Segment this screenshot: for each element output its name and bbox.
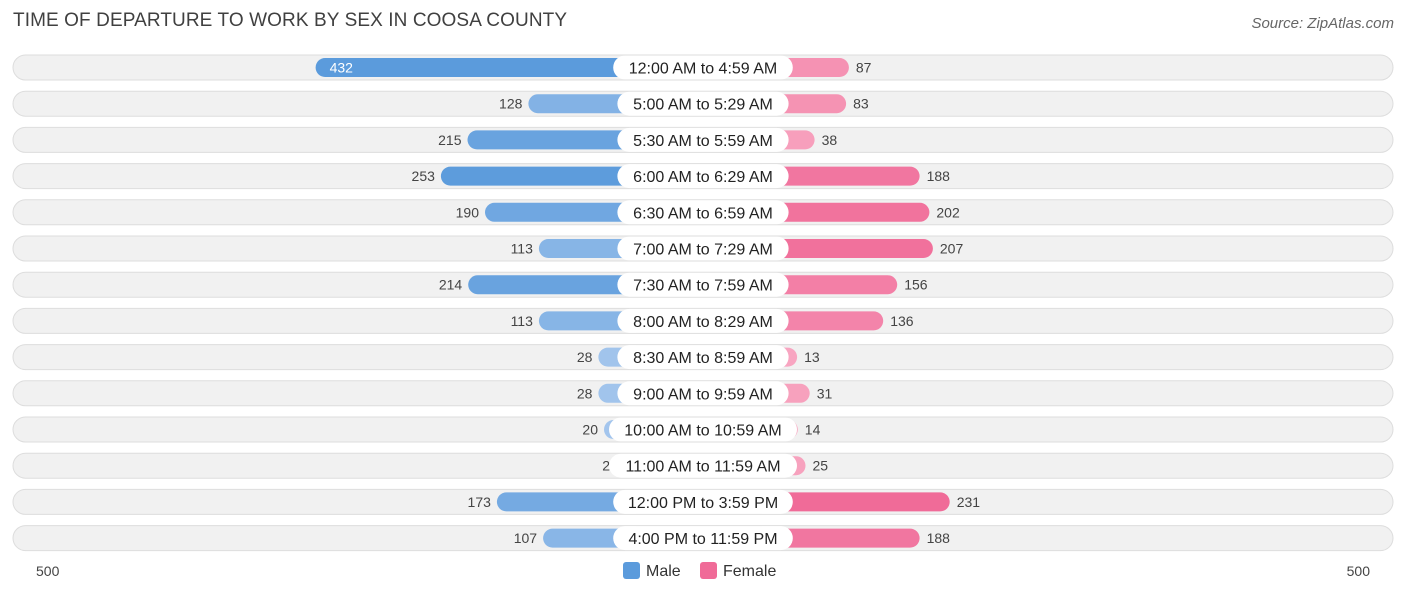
category-pill — [617, 164, 789, 189]
chart-row: 253 188 6:00 AM to 6:29 AM — [12, 163, 1394, 190]
category-label: 9:00 AM to 9:59 AM — [633, 386, 773, 403]
category-pill — [617, 308, 789, 333]
value-label-male: 113 — [511, 313, 534, 329]
legend-male-swatch — [623, 562, 640, 579]
category-pill — [617, 200, 789, 225]
category-pill — [609, 417, 797, 442]
value-label-male: 215 — [438, 132, 462, 148]
source-label: Source: ZipAtlas.com — [1251, 15, 1394, 32]
value-label-male: 214 — [439, 277, 463, 293]
bar-male — [315, 58, 703, 77]
category-label: 7:00 AM to 7:29 AM — [633, 242, 773, 259]
category-label: 10:00 AM to 10:59 AM — [624, 423, 781, 440]
value-label-male: 107 — [514, 530, 538, 546]
legend-female-swatch — [700, 562, 717, 579]
value-label-female: 156 — [904, 277, 928, 293]
category-pill — [617, 345, 789, 370]
category-label: 8:30 AM to 8:59 AM — [633, 350, 773, 367]
value-label-male: 128 — [499, 96, 523, 112]
category-label: 12:00 PM to 3:59 PM — [628, 495, 778, 512]
category-label: 8:00 AM to 8:29 AM — [633, 314, 773, 331]
category-pill — [617, 381, 789, 406]
chart-row: 28 31 9:00 AM to 9:59 AM — [12, 380, 1394, 407]
value-label-female: 25 — [813, 458, 829, 474]
category-pill — [613, 526, 793, 551]
value-label-female: 13 — [804, 349, 820, 365]
category-label: 12:00 AM to 4:59 AM — [629, 61, 778, 78]
value-label-female: 87 — [856, 60, 872, 76]
value-label-female: 136 — [890, 313, 914, 329]
chart-title: TIME OF DEPARTURE TO WORK BY SEX IN COOS… — [13, 10, 568, 31]
axis-right-label: 500 — [1347, 563, 1371, 579]
value-label-male: 28 — [577, 385, 593, 401]
chart-row: 190 202 6:30 AM to 6:59 AM — [12, 199, 1394, 226]
legend-male-label: Male — [646, 563, 681, 580]
chart-row: 107 188 4:00 PM to 11:59 PM — [12, 525, 1394, 552]
chart-row: 113 136 8:00 AM to 8:29 AM — [12, 307, 1394, 334]
category-pill — [613, 489, 793, 514]
category-pill — [617, 272, 789, 297]
value-label-male: 20 — [582, 422, 598, 438]
category-pill — [613, 55, 793, 80]
legend: Male Female — [623, 562, 776, 580]
chart-row: 215 38 5:30 AM to 5:59 AM — [12, 126, 1394, 153]
value-label-female: 38 — [822, 132, 838, 148]
category-pill — [609, 453, 797, 478]
value-label-male: 28 — [577, 349, 593, 365]
value-label-female: 31 — [817, 385, 833, 401]
category-pill — [617, 91, 789, 116]
chart-row: 128 83 5:00 AM to 5:29 AM — [12, 90, 1394, 117]
category-label: 11:00 AM to 11:59 AM — [625, 459, 780, 476]
category-label: 6:30 AM to 6:59 AM — [633, 205, 773, 222]
value-label-female: 207 — [940, 241, 964, 257]
value-label-female: 14 — [805, 422, 821, 438]
chart-row: 432 87 12:00 AM to 4:59 AM — [12, 54, 1394, 81]
category-label: 4:00 PM to 11:59 PM — [628, 531, 777, 548]
value-label-male: 113 — [511, 241, 534, 257]
value-label-female: 231 — [957, 494, 981, 510]
chart-row: 214 156 7:30 AM to 7:59 AM — [12, 271, 1394, 298]
category-label: 6:00 AM to 6:29 AM — [633, 169, 773, 186]
category-pill — [617, 127, 789, 152]
chart-row: 2 25 11:00 AM to 11:59 AM — [12, 452, 1394, 479]
legend-female-label: Female — [723, 563, 776, 580]
value-label-male: 253 — [412, 168, 436, 184]
category-label: 5:30 AM to 5:59 AM — [633, 133, 773, 150]
chart-row: 20 14 10:00 AM to 10:59 AM — [12, 416, 1394, 443]
chart-row: 28 13 8:30 AM to 8:59 AM — [12, 344, 1394, 371]
value-label-female: 188 — [927, 530, 951, 546]
value-label-male: 432 — [330, 60, 354, 76]
value-label-female: 188 — [927, 168, 951, 184]
value-label-female: 202 — [936, 204, 960, 220]
chart-row: 113 207 7:00 AM to 7:29 AM — [12, 235, 1394, 262]
chart-row: 173 231 12:00 PM to 3:59 PM — [12, 488, 1394, 515]
value-label-female: 83 — [853, 96, 869, 112]
value-label-male: 173 — [468, 494, 492, 510]
value-label-male: 2 — [602, 458, 610, 474]
axis-left-label: 500 — [36, 563, 60, 579]
category-label: 7:30 AM to 7:59 AM — [633, 278, 773, 295]
category-pill — [617, 236, 789, 261]
value-label-male: 190 — [456, 204, 480, 220]
category-label: 5:00 AM to 5:29 AM — [633, 97, 773, 114]
